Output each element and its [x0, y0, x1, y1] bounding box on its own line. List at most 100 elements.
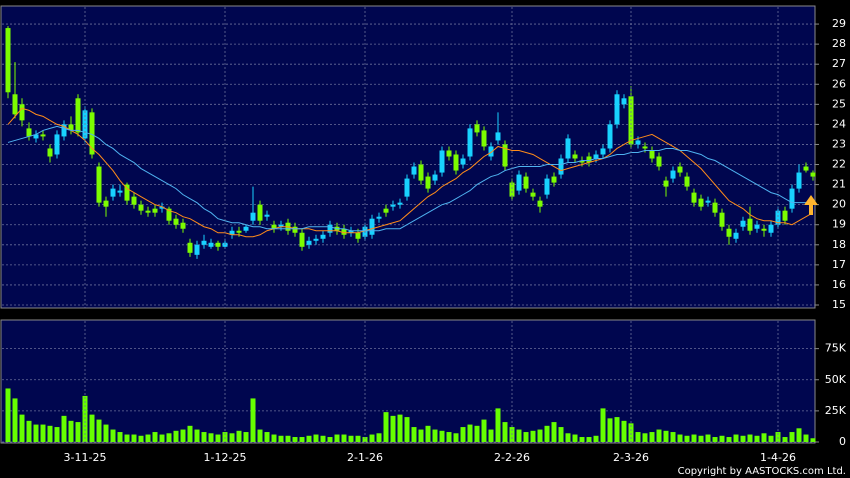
candle-body	[201, 240, 207, 245]
candle-body	[495, 132, 501, 141]
candle-body	[173, 218, 179, 225]
volume-bar	[607, 418, 613, 442]
candle-body	[19, 104, 25, 121]
volume-bar	[26, 420, 32, 442]
volume-bar	[719, 435, 725, 442]
candle-body	[117, 190, 123, 193]
volume-bar	[572, 434, 578, 442]
candle-body	[481, 130, 487, 147]
volume-bar	[47, 425, 53, 442]
candle-body	[607, 124, 613, 149]
volume-bar	[460, 427, 466, 442]
candle-body	[733, 232, 739, 239]
x-tick-label: 2-3-26	[613, 451, 649, 464]
y-tick-label: 29	[832, 17, 846, 30]
candle-body	[649, 150, 655, 159]
x-tick-label: 2-2-26	[494, 451, 530, 464]
volume-bar	[810, 438, 816, 442]
candle-body	[635, 140, 641, 145]
volume-bar	[362, 437, 368, 442]
candle-body	[551, 176, 557, 183]
volume-bar	[551, 422, 557, 442]
volume-bar	[782, 437, 788, 442]
x-tick-label: 1-4-26	[760, 451, 796, 464]
volume-bar	[327, 437, 333, 442]
volume-bar	[397, 414, 403, 442]
y-tick-label: 18	[832, 238, 846, 251]
volume-bar	[761, 433, 767, 442]
candle-body	[320, 234, 326, 239]
y-tick-label: 27	[832, 57, 846, 70]
volume-bar	[292, 437, 298, 442]
candle-body	[215, 242, 221, 247]
y-tick-label: 19	[832, 218, 846, 231]
volume-bar	[621, 420, 627, 442]
candle-body	[509, 182, 515, 197]
candle-body	[68, 124, 74, 131]
candle-body	[558, 158, 564, 175]
candle-body	[726, 228, 732, 237]
y-tick-label: 17	[832, 258, 846, 271]
volume-bar	[369, 434, 375, 442]
volume-bar	[803, 434, 809, 442]
candle-body	[187, 242, 193, 253]
volume-bar	[453, 433, 459, 442]
volume-bar	[173, 430, 179, 442]
volume-bar	[754, 435, 760, 442]
candle-body	[544, 178, 550, 195]
volume-bar	[159, 434, 165, 442]
volume-bar	[425, 425, 431, 442]
volume-bar	[334, 434, 340, 442]
volume-bar	[5, 388, 11, 442]
candle-body	[572, 154, 578, 159]
candle-body	[621, 98, 627, 105]
volume-bar	[698, 435, 704, 442]
candle-body	[236, 230, 242, 233]
volume-bar	[243, 432, 249, 442]
volume-bar	[355, 435, 361, 442]
volume-bar	[257, 429, 263, 442]
volume-bar	[579, 437, 585, 442]
volume-bar	[642, 433, 648, 442]
candle-body	[663, 180, 669, 187]
volume-bar	[726, 437, 732, 442]
volume-bar	[614, 417, 620, 442]
candle-body	[397, 202, 403, 205]
candle-body	[40, 134, 46, 137]
volume-bar	[502, 422, 508, 442]
volume-bar	[54, 427, 60, 442]
volume-bar	[712, 437, 718, 442]
candle-body	[642, 146, 648, 149]
candle-body	[691, 192, 697, 203]
volume-bar	[383, 412, 389, 442]
candle-body	[453, 154, 459, 171]
volume-bar	[96, 419, 102, 442]
volume-bar	[285, 435, 291, 442]
volume-bar	[278, 435, 284, 442]
y-tick-label: 20	[832, 198, 846, 211]
candle-body	[369, 218, 375, 235]
candle-body	[579, 160, 585, 163]
candle-body	[110, 188, 116, 197]
candle-body	[502, 144, 508, 167]
candle-body	[754, 224, 760, 229]
volume-bar	[194, 429, 200, 442]
volume-bar	[341, 434, 347, 442]
volume-bar	[670, 432, 676, 442]
volume-bar	[663, 430, 669, 442]
candle-body	[264, 214, 270, 217]
volume-bar	[166, 433, 172, 442]
volume-bar	[201, 432, 207, 442]
candle-body	[740, 220, 746, 227]
candle-body	[425, 176, 431, 189]
candle-body	[54, 134, 60, 155]
candle-body	[96, 166, 102, 203]
y-tick-label: 24	[832, 117, 846, 130]
candle-body	[376, 216, 382, 219]
candle-body	[89, 112, 95, 155]
y-tick-label: 25	[832, 97, 846, 110]
volume-bar	[628, 423, 634, 442]
x-tick-label: 1-12-25	[204, 451, 247, 464]
candle-body	[432, 174, 438, 181]
volume-bar	[208, 433, 214, 442]
